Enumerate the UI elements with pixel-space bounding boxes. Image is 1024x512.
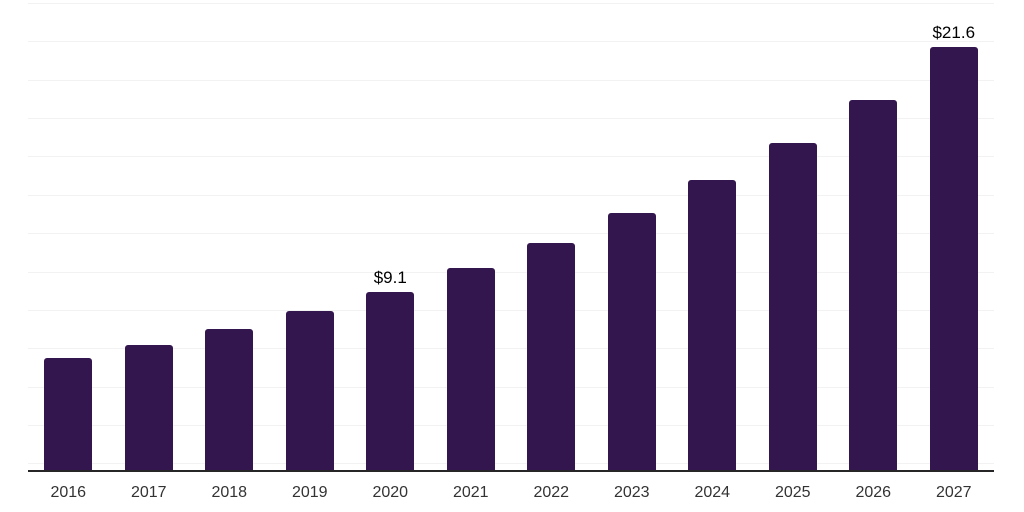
bar-2017 <box>124 345 173 470</box>
bar-2018 <box>205 329 254 470</box>
x-axis-label-2022: 2022 <box>533 484 570 501</box>
gridline <box>28 156 994 158</box>
plot-area: $9.1 $21.6 <box>28 0 994 470</box>
x-axis-label-2027: 2027 <box>935 484 972 501</box>
x-axis-label-2021: 2021 <box>452 484 489 501</box>
x-axis-label-2018: 2018 <box>211 484 248 501</box>
gridline <box>28 348 994 350</box>
gridline <box>28 386 994 388</box>
bar-value-label-2020: $9.1 <box>373 268 407 287</box>
gridline <box>28 79 994 81</box>
gridline <box>28 424 994 426</box>
x-axis-label-2023: 2023 <box>613 484 650 501</box>
bar-2022 <box>527 243 576 470</box>
bar-2025 <box>768 143 817 470</box>
bar-2019 <box>285 311 334 470</box>
bar-2020 <box>366 292 415 470</box>
gridline <box>28 194 994 196</box>
bar-value-label-2027: $21.6 <box>932 23 976 42</box>
gridline <box>28 233 994 235</box>
x-axis-label-2016: 2016 <box>50 484 87 501</box>
gridline <box>28 118 994 120</box>
x-axis-label-2024: 2024 <box>694 484 731 501</box>
gridline <box>28 309 994 311</box>
x-axis-label-2025: 2025 <box>774 484 811 501</box>
gridline <box>28 463 994 465</box>
gridline <box>28 41 994 43</box>
bar-2021 <box>446 268 495 470</box>
x-axis-line <box>28 470 994 472</box>
x-axis-label-2019: 2019 <box>291 484 328 501</box>
bar-2026 <box>849 100 898 470</box>
bar-2024 <box>688 180 737 470</box>
x-axis-label-2017: 2017 <box>130 484 167 501</box>
bar-2023 <box>607 213 656 470</box>
gridline <box>28 271 994 273</box>
x-axis-label-2026: 2026 <box>855 484 892 501</box>
gridline <box>28 3 994 4</box>
bar-2027 <box>929 47 978 470</box>
x-axis-label-2020: 2020 <box>372 484 409 501</box>
x-axis-labels: 2016 2017 2018 2019 2020 2021 2022 2023 2024 2025… <box>28 483 994 505</box>
bar-2016 <box>44 358 93 470</box>
